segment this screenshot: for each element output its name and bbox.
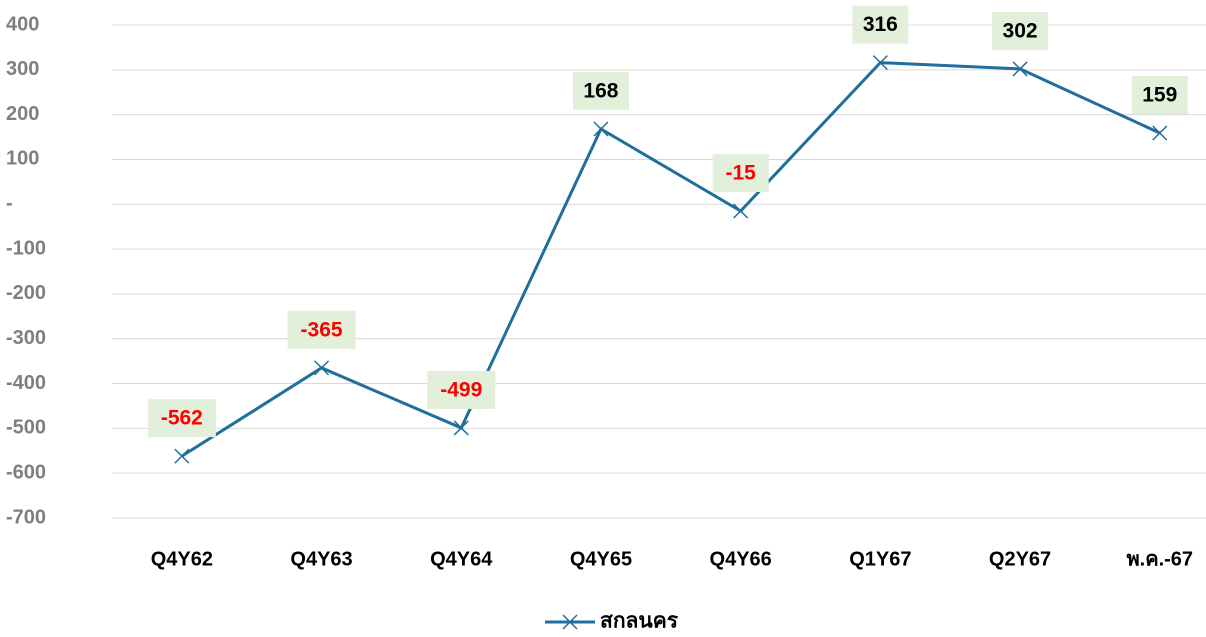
value-label: -15	[712, 153, 769, 192]
value-label: 316	[852, 5, 909, 44]
y-tick-label: -400	[6, 372, 46, 394]
marker	[733, 203, 749, 219]
value-label-bg	[852, 5, 909, 44]
y-tick-label: -300	[6, 327, 46, 349]
y-tick-label: -	[6, 193, 13, 215]
value-label-bg	[287, 310, 356, 349]
y-tick-label: 200	[6, 103, 39, 125]
value-label: 159	[1131, 76, 1188, 115]
value-label-text: -499	[440, 378, 482, 401]
marker	[314, 360, 330, 376]
x-tick-label: พ.ค.-67	[1126, 548, 1193, 570]
x-tick-label: Q1Y67	[849, 548, 911, 570]
value-label: -365	[287, 310, 356, 349]
x-tick-label: Q4Y66	[710, 548, 772, 570]
value-label-text: 159	[1142, 84, 1177, 107]
value-label-bg	[712, 153, 769, 192]
value-label-bg	[992, 11, 1049, 50]
x-tick-label: Q4Y62	[151, 548, 213, 570]
value-label-text: -15	[725, 162, 756, 185]
x-tick-label: Q4Y65	[570, 548, 632, 570]
value-label: -499	[427, 370, 496, 409]
value-label-text: -562	[161, 407, 203, 430]
marker	[872, 55, 888, 71]
value-label: 302	[992, 11, 1049, 50]
value-label-bg	[427, 370, 496, 409]
value-label-bg	[572, 71, 629, 110]
y-tick-label: 300	[6, 58, 39, 80]
value-label-text: 316	[863, 13, 898, 36]
legend-marker	[562, 614, 578, 630]
y-tick-label: -600	[6, 461, 46, 483]
data-line	[181, 61, 1161, 458]
y-tick-label: 400	[6, 13, 39, 35]
y-tick-label: 100	[6, 148, 39, 170]
x-tick-label: Q4Y64	[430, 548, 493, 570]
x-tick-label: Q2Y67	[989, 548, 1051, 570]
value-label-text: 302	[1003, 19, 1038, 42]
y-tick-label: -200	[6, 282, 46, 304]
x-tick-label: Q4Y63	[290, 548, 352, 570]
marker	[1012, 61, 1028, 77]
value-label-text: 168	[583, 80, 618, 103]
legend-label: สกลนคร	[600, 610, 679, 633]
marker	[593, 121, 609, 137]
value-label: -562	[147, 399, 216, 438]
y-tick-label: -500	[6, 417, 46, 439]
y-tick-label: -700	[6, 506, 46, 528]
value-label: 168	[572, 71, 629, 110]
y-tick-label: -100	[6, 237, 46, 259]
value-label-text: -365	[301, 318, 343, 341]
value-label-bg	[1131, 76, 1188, 115]
marker	[174, 448, 190, 464]
value-label-bg	[147, 399, 216, 438]
marker	[453, 420, 469, 436]
marker	[1152, 125, 1168, 141]
